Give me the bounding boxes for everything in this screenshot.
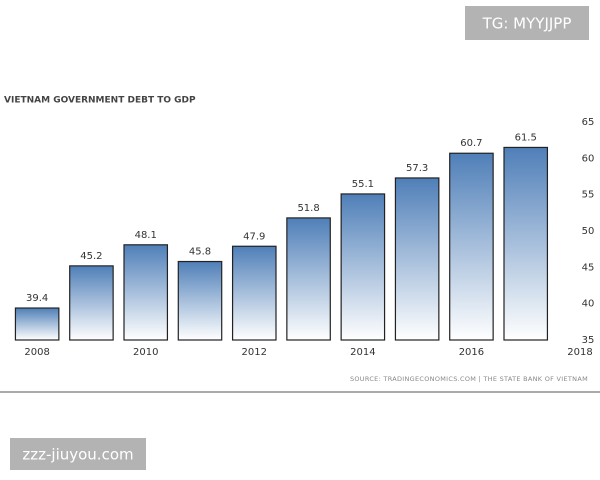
y-tick-label: 60 xyxy=(582,153,595,164)
value-label: 57.3 xyxy=(406,163,428,174)
x-tick-label: 2014 xyxy=(350,347,375,358)
bar xyxy=(503,146,549,341)
bar xyxy=(449,152,494,341)
bar xyxy=(123,244,169,341)
bar xyxy=(231,245,277,341)
y-tick-label: 40 xyxy=(582,299,595,310)
x-tick-label: 2016 xyxy=(459,347,484,358)
source-note: SOURCE: TRADINGECONOMICS.COM | THE STATE… xyxy=(350,375,588,383)
chart-title: VIETNAM GOVERNMENT DEBT TO GDP xyxy=(4,96,196,106)
value-label: 47.9 xyxy=(243,231,265,242)
x-tick-label: 2012 xyxy=(242,347,267,358)
x-tick-label: 2018 xyxy=(567,347,592,358)
bar xyxy=(69,265,114,341)
value-label: 45.2 xyxy=(80,251,102,262)
y-tick-label: 45 xyxy=(582,262,595,273)
x-tick-label: 2008 xyxy=(24,347,49,358)
y-tick-label: 55 xyxy=(582,190,595,201)
x-tick-label: 2010 xyxy=(133,347,158,358)
bar xyxy=(340,193,386,341)
value-label: 55.1 xyxy=(352,179,374,190)
watermark: TG: MYYJJPP xyxy=(482,15,572,33)
value-label: 61.5 xyxy=(515,132,537,143)
bar xyxy=(286,217,331,341)
watermark: zzz-jiuyou.com xyxy=(22,446,133,464)
value-label: 51.8 xyxy=(297,203,319,214)
y-tick-label: 35 xyxy=(582,335,595,346)
value-label: 48.1 xyxy=(135,230,157,241)
watermark-box xyxy=(465,6,589,40)
y-tick-label: 65 xyxy=(582,117,595,128)
y-tick-label: 50 xyxy=(582,226,595,237)
bar xyxy=(177,260,223,341)
value-label: 60.7 xyxy=(460,138,482,149)
bar xyxy=(394,177,440,341)
bar xyxy=(14,307,60,341)
value-label: 45.8 xyxy=(189,247,211,258)
value-label: 39.4 xyxy=(26,293,48,304)
watermark-box xyxy=(10,438,146,470)
